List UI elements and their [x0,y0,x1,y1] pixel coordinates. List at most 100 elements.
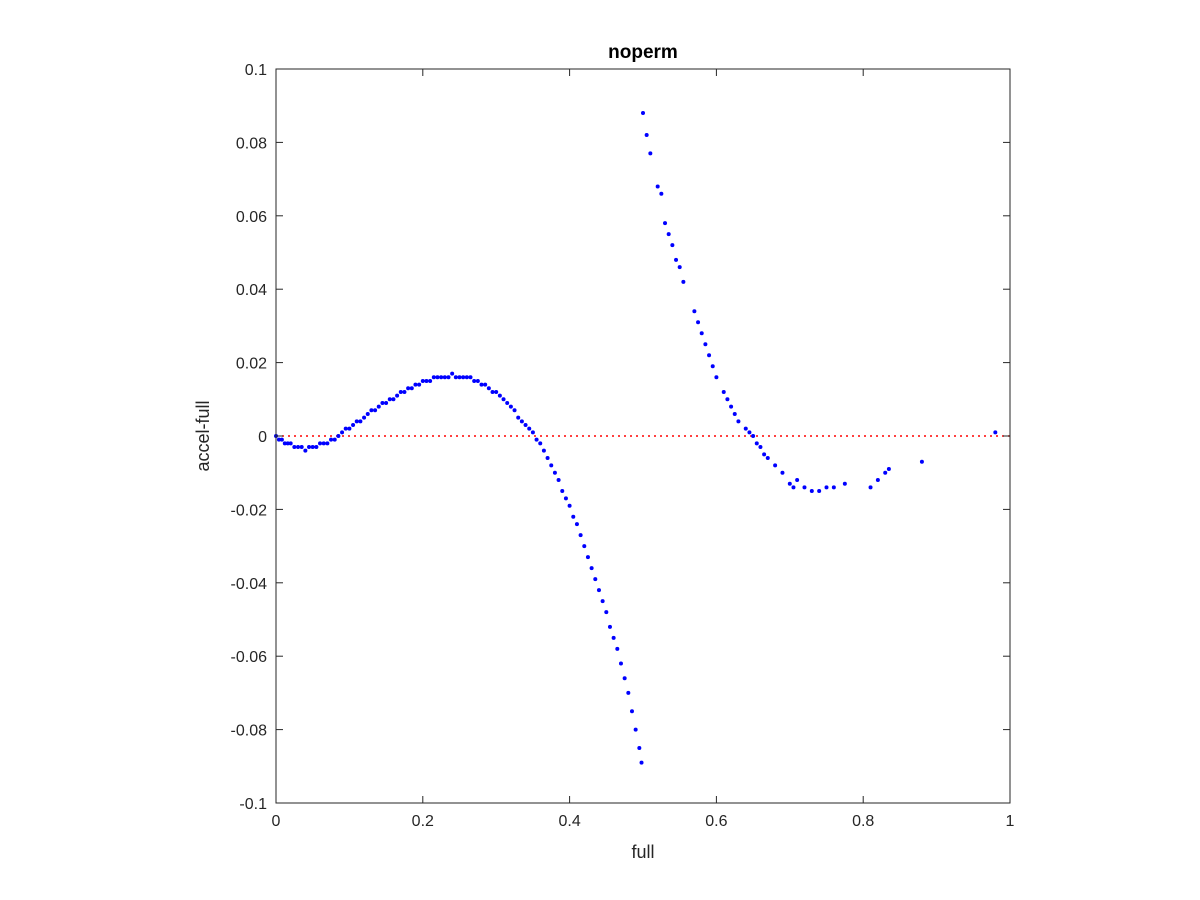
data-point [615,646,620,651]
data-point [725,397,730,402]
data-point [743,426,748,431]
x-tick-label: 0 [272,813,281,830]
data-point [541,448,546,453]
data-point [391,397,396,402]
x-tick-label: 0.4 [558,813,580,830]
data-point [802,485,807,490]
y-tick-label: 0.02 [236,356,267,373]
y-tick-label: -0.04 [231,576,268,593]
data-point [644,133,649,138]
data-point [607,624,612,629]
data-point [593,577,598,582]
data-point [622,676,627,681]
y-axis-ticks: -0.1 -0.08 -0.06 -0.04 -0.02 0 0.02 0.04 0.06 0.0… [231,62,1010,813]
chart-title: noperm [608,42,678,63]
y-tick-label: -0.06 [231,649,268,666]
data-point [365,411,370,416]
y-axis-label: accel-full [193,400,213,471]
data-point [362,415,367,420]
data-point [600,599,605,604]
data-point [288,441,293,446]
data-point [428,378,433,383]
data-point [747,430,752,435]
data-point [461,375,466,380]
data-point [457,375,462,380]
data-point [329,437,334,442]
data-point [439,375,444,380]
data-point [464,375,469,380]
data-point [574,522,579,527]
data-point [530,430,535,435]
data-point [527,426,532,431]
data-point [336,434,341,438]
data-point [596,588,601,593]
x-axis-label: full [631,842,654,862]
y-tick-label: 0.1 [245,62,267,79]
data-point [354,419,359,424]
data-point [479,382,484,387]
data-point [663,221,668,226]
data-point [373,408,378,413]
data-point [369,408,374,413]
data-point [472,378,477,383]
data-point [282,441,287,446]
data-point [417,382,422,387]
data-point [692,309,697,314]
data-point [413,382,418,387]
data-point [376,404,381,409]
data-point [677,265,682,270]
data-point [556,478,561,483]
data-point [299,445,304,450]
data-point [332,437,337,442]
data-point [993,430,998,435]
data-point [545,456,550,461]
data-point [303,448,308,453]
x-tick-label: 0.6 [705,813,727,830]
data-point [699,331,704,336]
data-point [398,389,403,394]
data-point [512,408,517,413]
data-point [883,470,888,475]
data-point [666,232,671,237]
y-tick-label: -0.08 [231,723,268,740]
data-point [582,544,587,549]
data-point [758,445,763,450]
data-point [523,422,528,427]
x-tick-label: 1 [1006,813,1015,830]
y-tick-label: 0.06 [236,209,267,226]
data-point [446,375,451,380]
y-tick-label: -0.02 [231,502,268,519]
data-point [629,709,634,714]
data-point [431,375,436,380]
x-axis-ticks: 0 0.2 0.4 0.6 0.8 1 [272,69,1015,830]
data-point [549,463,554,468]
y-tick-label: -0.1 [239,796,267,813]
data-point [729,404,734,409]
data-point [276,437,281,442]
y-tick-label: 0 [258,429,267,446]
data-point [831,485,836,490]
data-point [633,727,638,732]
data-point [347,426,352,431]
y-tick-label: 0.08 [236,135,267,152]
data-point [817,489,822,494]
data-point [703,342,708,347]
data-point [384,400,389,405]
data-point [604,610,609,615]
data-point [516,415,521,420]
data-points [274,111,998,765]
data-point [534,437,539,442]
data-point [639,760,644,765]
data-point [589,566,594,571]
data-point [296,445,301,450]
data-point [497,393,502,398]
data-point [787,481,792,486]
data-point [732,411,737,416]
data-point [780,470,785,475]
data-point [494,389,499,394]
y-tick-label: 0.04 [236,282,267,299]
data-point [501,397,506,402]
data-point [571,514,576,519]
data-point [314,445,319,450]
